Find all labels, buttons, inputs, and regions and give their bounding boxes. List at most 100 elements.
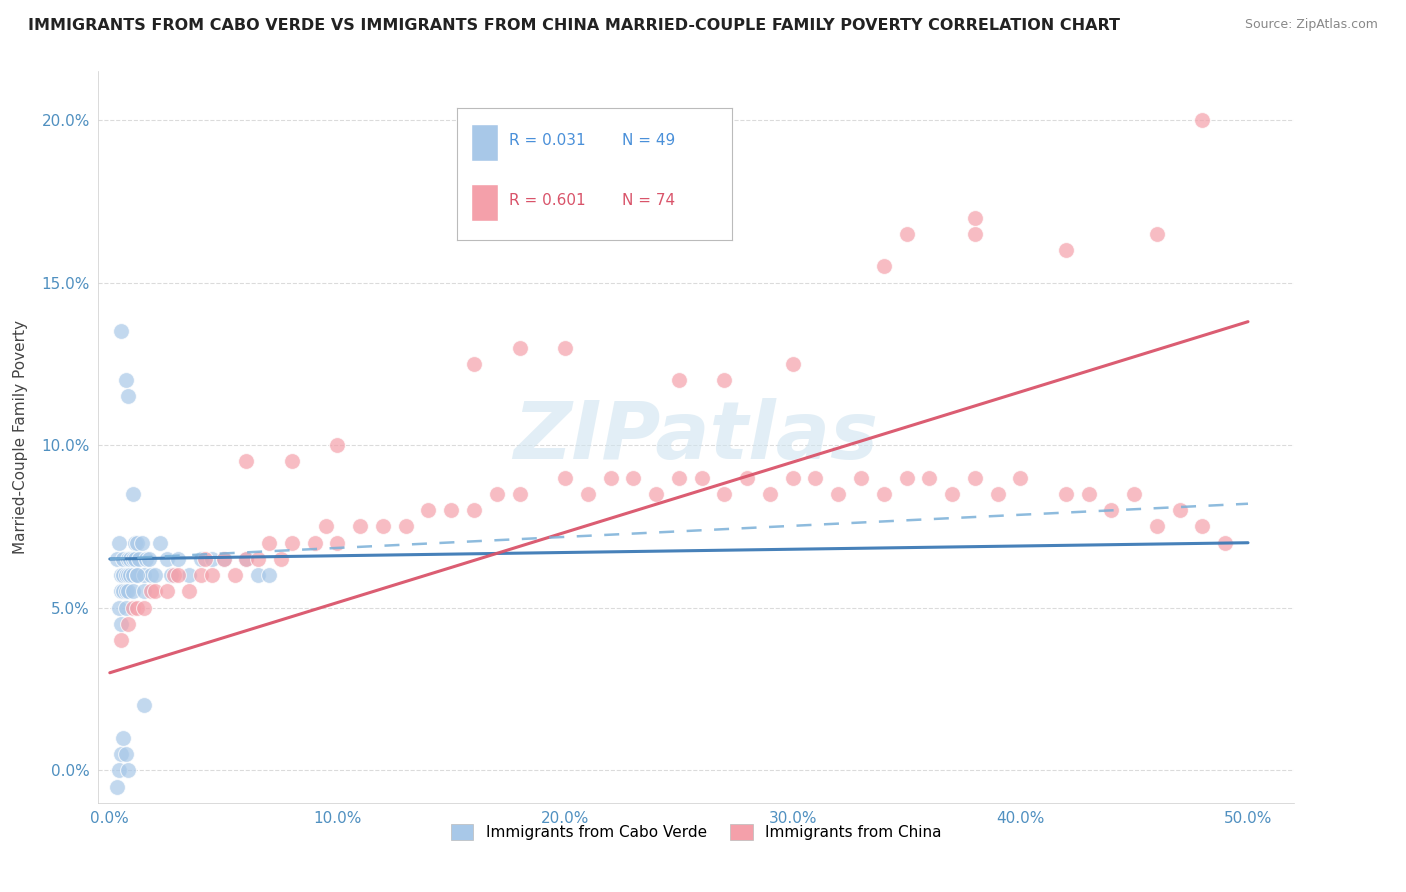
Point: [463, 357, 485, 371]
Point: [105, 552, 128, 566]
Point: [509, 341, 531, 355]
Point: [121, 552, 143, 566]
Point: [112, 731, 135, 745]
Point: [371, 519, 394, 533]
Point: [127, 568, 149, 582]
Point: [117, 617, 139, 632]
Point: [162, 568, 184, 582]
Point: [167, 552, 190, 566]
Point: [1146, 519, 1168, 533]
Point: [127, 535, 149, 549]
Point: [124, 535, 146, 549]
Point: [554, 471, 576, 485]
Point: [281, 454, 304, 468]
Point: [896, 227, 918, 241]
Point: [270, 552, 292, 566]
Point: [782, 471, 804, 485]
Point: [110, 747, 132, 761]
Point: [1054, 243, 1077, 257]
Point: [110, 325, 132, 339]
Point: [212, 552, 235, 566]
Point: [108, 764, 131, 778]
Point: [124, 552, 146, 566]
Text: ZIPatlas: ZIPatlas: [513, 398, 879, 476]
Point: [139, 568, 162, 582]
Point: [201, 568, 224, 582]
Point: [599, 471, 621, 485]
Point: [127, 568, 149, 582]
Point: [782, 357, 804, 371]
Point: [690, 471, 713, 485]
Point: [167, 568, 190, 582]
Point: [326, 438, 349, 452]
Point: [1213, 535, 1236, 549]
Point: [190, 552, 212, 566]
Point: [235, 454, 257, 468]
Point: [117, 764, 139, 778]
Point: [304, 535, 326, 549]
Y-axis label: Married-Couple Family Poverty: Married-Couple Family Poverty: [13, 320, 28, 554]
Text: Source: ZipAtlas.com: Source: ZipAtlas.com: [1244, 18, 1378, 31]
Point: [160, 568, 183, 582]
Point: [418, 503, 440, 517]
Point: [554, 341, 576, 355]
Point: [121, 487, 143, 501]
Point: [941, 487, 963, 501]
Point: [246, 568, 269, 582]
Point: [143, 584, 166, 599]
Point: [281, 535, 304, 549]
Point: [645, 487, 668, 501]
Point: [1010, 471, 1032, 485]
Point: [156, 584, 179, 599]
Point: [121, 584, 143, 599]
Point: [114, 747, 136, 761]
Point: [132, 600, 155, 615]
Point: [121, 600, 143, 615]
Legend: Immigrants from Cabo Verde, Immigrants from China: Immigrants from Cabo Verde, Immigrants f…: [444, 818, 948, 847]
Point: [963, 227, 986, 241]
Point: [621, 471, 644, 485]
Point: [849, 471, 872, 485]
Point: [112, 568, 135, 582]
Point: [1099, 503, 1122, 517]
Point: [315, 519, 337, 533]
Point: [235, 552, 257, 566]
Point: [128, 552, 150, 566]
Point: [127, 600, 149, 615]
Point: [156, 552, 179, 566]
Point: [1191, 519, 1213, 533]
Point: [121, 568, 143, 582]
Point: [395, 519, 418, 533]
Point: [668, 373, 690, 387]
Point: [190, 568, 212, 582]
Point: [114, 373, 136, 387]
Point: [179, 584, 201, 599]
Point: [114, 600, 136, 615]
Point: [132, 584, 155, 599]
Point: [224, 568, 246, 582]
Point: [1123, 487, 1146, 501]
Point: [112, 584, 135, 599]
Point: [149, 535, 172, 549]
Point: [1146, 227, 1168, 241]
Point: [143, 568, 166, 582]
Point: [713, 487, 735, 501]
Point: [117, 584, 139, 599]
Point: [132, 568, 155, 582]
Point: [139, 584, 162, 599]
Point: [804, 471, 827, 485]
Point: [349, 519, 371, 533]
Point: [110, 568, 132, 582]
Point: [485, 487, 508, 501]
Point: [440, 503, 463, 517]
Point: [112, 552, 135, 566]
Point: [110, 617, 132, 632]
Point: [117, 568, 139, 582]
Point: [120, 552, 142, 566]
Point: [896, 471, 918, 485]
Point: [759, 487, 782, 501]
Point: [713, 373, 735, 387]
Point: [576, 487, 599, 501]
Point: [246, 552, 269, 566]
Point: [326, 535, 349, 549]
